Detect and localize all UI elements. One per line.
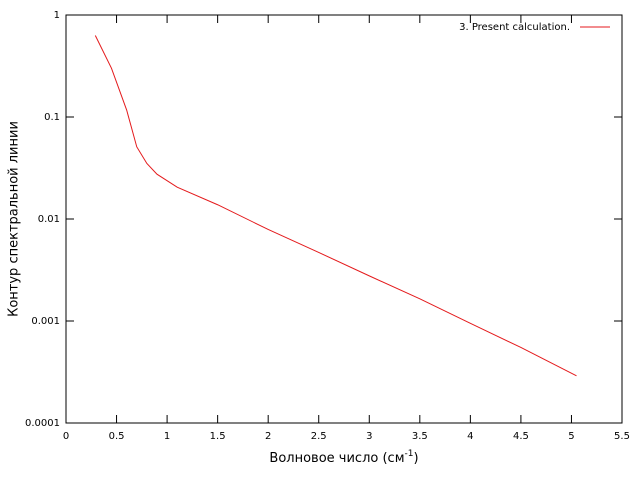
y-axis-label: Контур спектральной линии [7,121,22,317]
x-tick-label: 1.5 [210,431,226,442]
x-tick-label: 4 [467,431,473,442]
x-tick-label: 0.5 [109,431,125,442]
x-tick-label: 4.5 [513,431,529,442]
x-tick-label: 3 [366,431,372,442]
x-label-tail: ) [413,451,418,466]
x-axis-label: Волновое число (см-1) [269,449,418,466]
x-tick-label: 2 [265,431,271,442]
y-tick-label: 0.01 [38,214,60,225]
y-tick-label: 1 [54,10,60,21]
y-tick-label: 0.1 [44,112,60,123]
x-tick-label: 2.5 [311,431,327,442]
y-tick-label: 0.0001 [25,418,60,429]
x-tick-label: 1 [164,431,170,442]
x-label-text: Волновое число (см [269,451,404,466]
x-tick-label: 5.5 [614,431,630,442]
x-tick-label: 3.5 [412,431,428,442]
data-line [94,35,577,377]
legend-label: 3. Present calculation. [459,22,570,33]
x-label-sup: -1 [405,449,414,459]
y-tick-label: 0.001 [31,316,60,327]
x-tick-label: 5 [568,431,574,442]
plot-frame [65,14,623,424]
x-tick-label: 0 [63,431,69,442]
